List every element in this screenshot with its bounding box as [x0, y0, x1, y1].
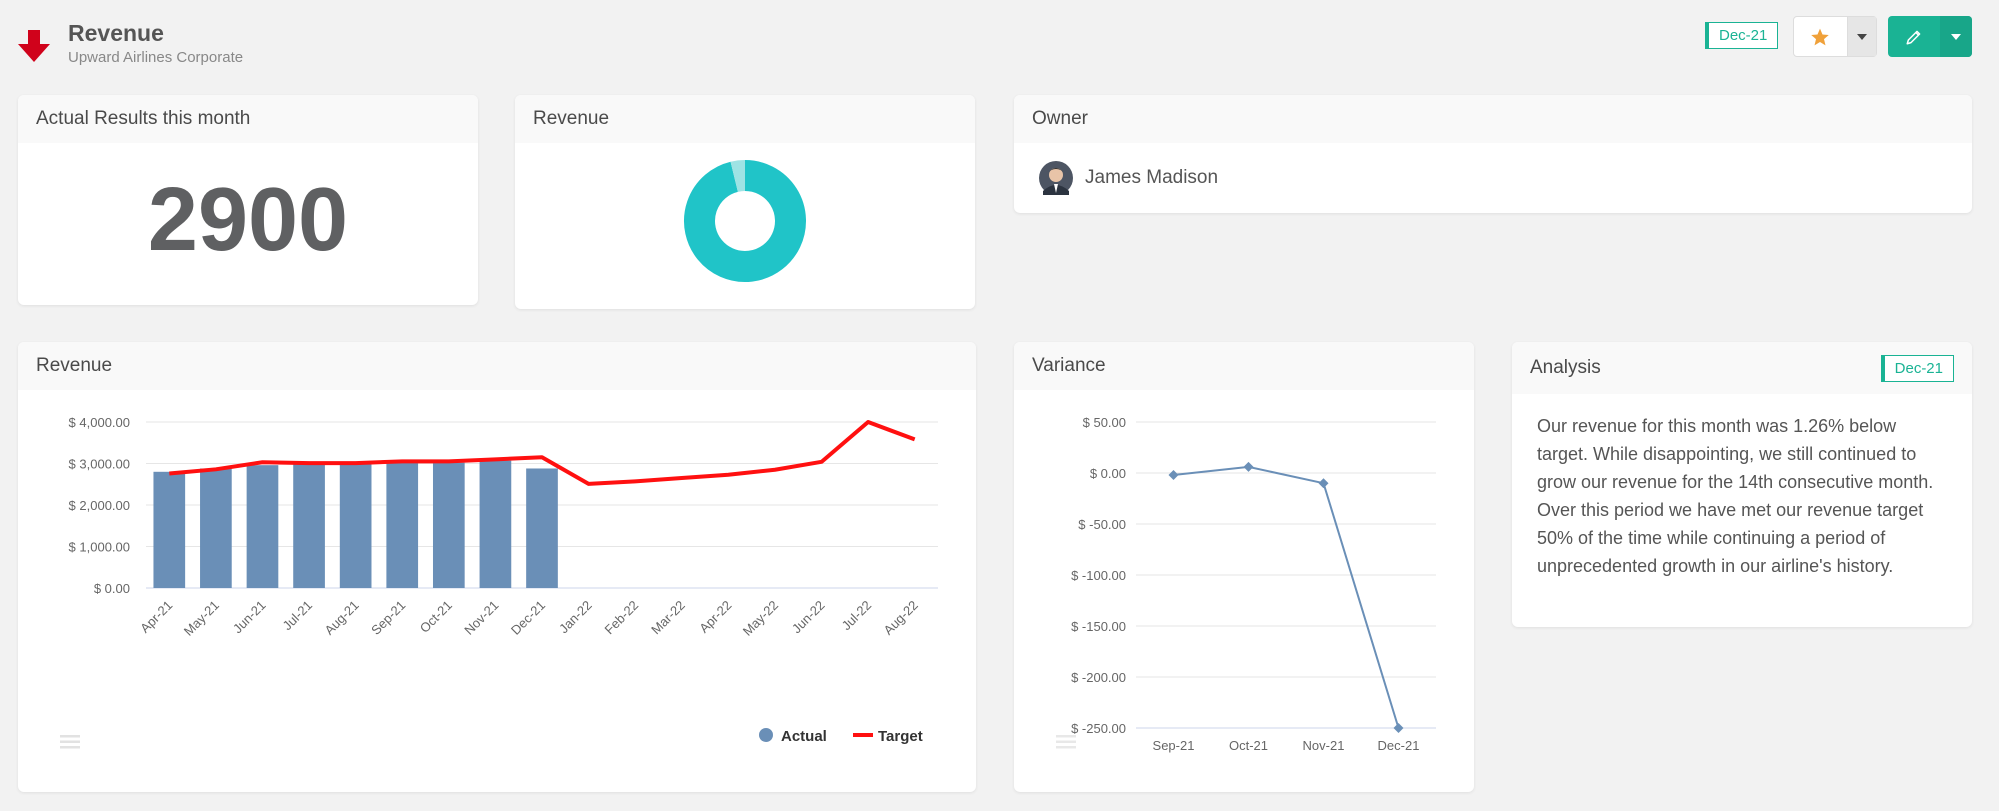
x-tick-label: Aug-22 [881, 598, 921, 638]
y-tick-label: $ -200.00 [1071, 670, 1126, 685]
x-tick-label: Aug-21 [322, 598, 362, 638]
card-title: Variance [1014, 342, 1474, 390]
legend-item-actual[interactable]: Actual [759, 728, 827, 745]
revenue-donut-chart [684, 160, 806, 282]
x-tick-label: Feb-22 [602, 598, 642, 638]
variance-point[interactable] [1168, 470, 1179, 481]
card-title: Revenue [18, 342, 976, 390]
donut-slice-1[interactable] [730, 160, 746, 192]
variance-point[interactable] [1393, 723, 1404, 733]
actual-bar[interactable] [432, 462, 465, 588]
y-tick-label: $ 50.00 [1083, 415, 1126, 430]
actual-bar[interactable] [386, 462, 419, 588]
x-tick-label: Nov-21 [1303, 738, 1345, 753]
y-tick-label: $ -100.00 [1071, 568, 1126, 583]
x-tick-label: Sep-21 [368, 598, 408, 638]
y-tick-label: $ -50.00 [1078, 517, 1126, 532]
y-tick-label: $ -250.00 [1071, 721, 1126, 736]
chart-menu-icon[interactable] [60, 735, 80, 749]
revenue-donut-card: Revenue [515, 95, 975, 309]
legend-actual-marker [759, 728, 773, 742]
edit-button[interactable] [1888, 16, 1940, 57]
donut-slice-0[interactable] [684, 160, 806, 282]
actual-bar[interactable] [339, 464, 372, 588]
x-tick-label: Jul-22 [839, 598, 875, 634]
variance-line[interactable] [1173, 465, 1400, 729]
analysis-text: Our revenue for this month was 1.26% bel… [1537, 416, 1934, 576]
actual-results-card: Actual Results this month 2900 [18, 95, 478, 305]
x-tick-label: Jun-21 [230, 598, 269, 637]
page-title: Revenue [68, 20, 164, 46]
avatar[interactable] [1039, 161, 1073, 195]
x-tick-label: Apr-21 [137, 598, 175, 636]
caret-down-icon [1856, 33, 1867, 40]
y-tick-label: $ 0.00 [1090, 466, 1126, 481]
variance-line-chart: $ 50.00 $ 0.00 $ -50.00 $ -100.00 $ -150.00 $… [1056, 415, 1436, 753]
favorite-button-group [1793, 16, 1877, 57]
period-badge[interactable]: Dec-21 [1705, 22, 1779, 49]
x-tick-label: Sep-21 [1153, 738, 1195, 753]
x-tick-label: Apr-22 [696, 598, 734, 636]
owner-card: Owner James Madison [1014, 95, 1972, 213]
actual-results-value: 2900 [147, 170, 349, 270]
x-tick-label: Oct-21 [417, 598, 455, 636]
actual-bar[interactable] [293, 464, 325, 588]
x-tick-label: Nov-21 [461, 598, 501, 638]
actual-bar[interactable] [200, 468, 232, 588]
pencil-icon [1906, 30, 1921, 44]
revenue-chart-card: Revenue Actual Target $ 4,000.00 $ 3,000.… [18, 342, 976, 792]
target-line[interactable] [169, 420, 916, 486]
y-tick-label: $ 0.00 [94, 581, 130, 596]
legend-target-label: Target [878, 728, 923, 745]
page-subtitle: Upward Airlines Corporate [68, 49, 244, 66]
actual-bar[interactable] [526, 468, 558, 588]
owner-name[interactable]: James Madison [1085, 167, 1219, 188]
legend-item-target[interactable]: Target [853, 728, 923, 745]
variance-point[interactable] [1243, 461, 1254, 472]
y-tick-label: $ 2,000.00 [69, 498, 130, 513]
y-tick-label: $ 3,000.00 [69, 457, 130, 472]
x-tick-label: May-22 [740, 598, 781, 639]
x-tick-label: Dec-21 [508, 598, 548, 638]
x-tick-label: Jul-21 [280, 598, 316, 634]
x-tick-label: Dec-21 [1378, 738, 1420, 753]
variance-point[interactable] [1318, 478, 1329, 489]
star-icon [1811, 28, 1830, 45]
revenue-bar-line-chart: Actual Target $ 4,000.00 $ 3,000.00 $ 2,00… [60, 415, 938, 749]
chart-menu-icon[interactable] [1056, 735, 1076, 749]
actual-bar[interactable] [479, 460, 512, 588]
analysis-period-badge[interactable]: Dec-21 [1880, 354, 1954, 382]
y-tick-label: $ -150.00 [1071, 619, 1126, 634]
actual-bar[interactable] [246, 465, 279, 588]
variance-chart-card: Variance $ 50.00 $ 0.00 $ -50.00 $ -100.00 $… [1014, 342, 1474, 792]
analysis-title: Analysis [1530, 357, 1601, 378]
x-tick-label: May-21 [181, 598, 222, 639]
x-tick-label: Jun-22 [789, 598, 828, 637]
caret-down-icon [1951, 33, 1961, 40]
x-tick-label: Oct-21 [1229, 738, 1268, 753]
analysis-card: Analysis Dec-21 Our revenue for this mon… [1512, 342, 1972, 627]
card-title: Owner [1014, 95, 1972, 143]
x-tick-label: Mar-22 [648, 598, 688, 638]
down-arrow-icon [18, 30, 50, 62]
y-tick-label: $ 4,000.00 [69, 415, 130, 430]
y-tick-label: $ 1,000.00 [69, 540, 130, 555]
favorite-button[interactable] [1794, 17, 1847, 56]
edit-button-group [1888, 16, 1972, 57]
card-title: Actual Results this month [18, 95, 478, 143]
legend-target-marker [853, 733, 873, 737]
card-title: Revenue [515, 95, 975, 143]
favorite-dropdown-button[interactable] [1846, 17, 1876, 56]
legend-actual-label: Actual [781, 728, 827, 745]
actual-bar[interactable] [153, 471, 186, 588]
edit-dropdown-button[interactable] [1940, 16, 1972, 57]
card-title: Analysis Dec-21 [1512, 342, 1972, 394]
x-tick-label: Jan-22 [556, 598, 595, 637]
